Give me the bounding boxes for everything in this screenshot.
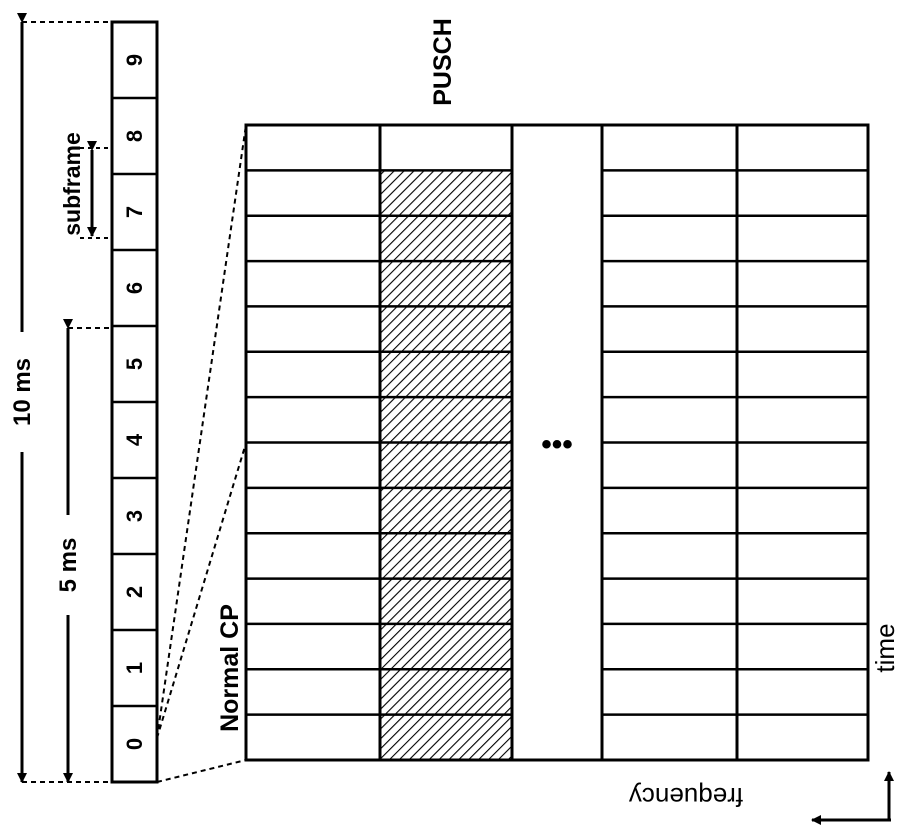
frequency-axis-label: frequency [629,782,743,812]
subframe-number: 9 [122,54,147,66]
ellipsis-label: ••• [541,428,573,461]
time-axis-label: time [870,623,900,672]
subframe-number: 7 [122,206,147,218]
normal-cp-label: Normal CP [216,604,244,732]
subframe-number: 4 [122,433,147,446]
axes-indicator: time frequency [629,623,900,820]
five-ms-dimension: 5 ms [55,328,112,782]
five-ms-label: 5 ms [55,538,82,593]
subframe-number: 3 [122,510,147,522]
pusch-label: PUSCH [429,18,457,106]
subframe-column: 0 1 2 3 4 5 6 7 8 9 [112,22,157,782]
subframe-label: subframe [59,132,85,236]
ten-ms-label: 10 ms [9,358,36,426]
subframe-number: 1 [122,662,147,674]
subframe-number: 6 [122,282,147,294]
subframe-dimension: subframe [59,132,110,238]
pusch-hatched-column [380,170,512,760]
subframe-number: 0 [122,738,147,750]
subframe-number: 2 [122,586,147,598]
subframe-number: 8 [122,130,147,142]
subframe-number: 5 [122,358,147,370]
